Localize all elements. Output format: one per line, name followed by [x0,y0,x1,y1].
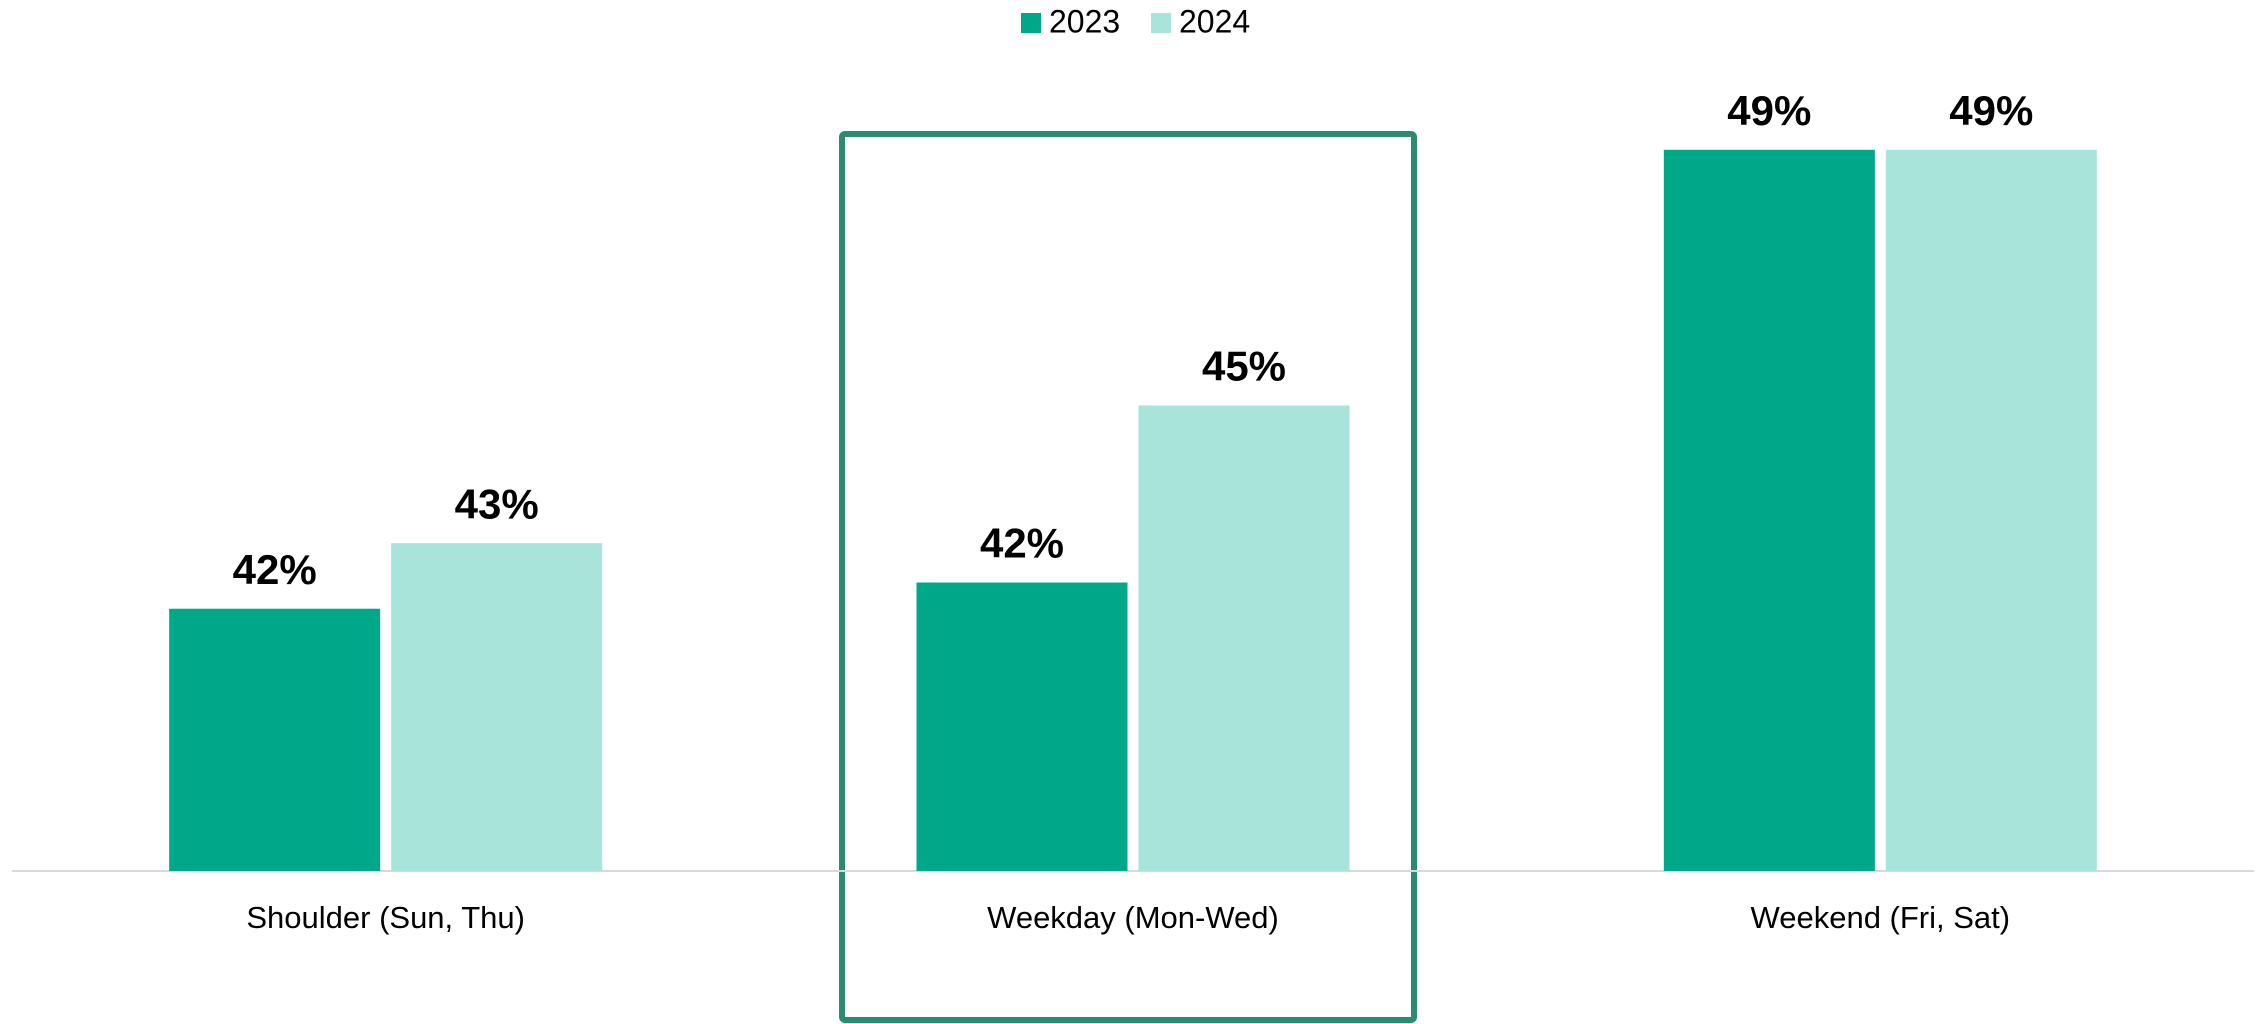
bar [1885,149,2097,871]
data-label: 45% [1202,343,1286,390]
bar [1138,405,1350,871]
x-tick-label: Weekday (Mon-Wed) [987,900,1279,935]
legend-swatch [1151,13,1171,33]
data-label: 49% [1727,87,1811,134]
bar [1663,149,1875,871]
x-tick-label: Weekend (Fri, Sat) [1751,900,2011,935]
bar [391,543,603,871]
legend-label: 2023 [1049,3,1120,39]
highlight-box [839,131,1417,1023]
legend-label: 2024 [1179,3,1250,39]
bar [169,608,381,871]
data-label: 43% [455,480,539,527]
data-label: 42% [980,520,1064,567]
x-tick-label: Shoulder (Sun, Thu) [246,900,525,935]
legend-swatch [1021,13,1041,33]
bar [916,582,1128,871]
data-label: 42% [233,546,317,593]
data-label: 49% [1949,87,2033,134]
